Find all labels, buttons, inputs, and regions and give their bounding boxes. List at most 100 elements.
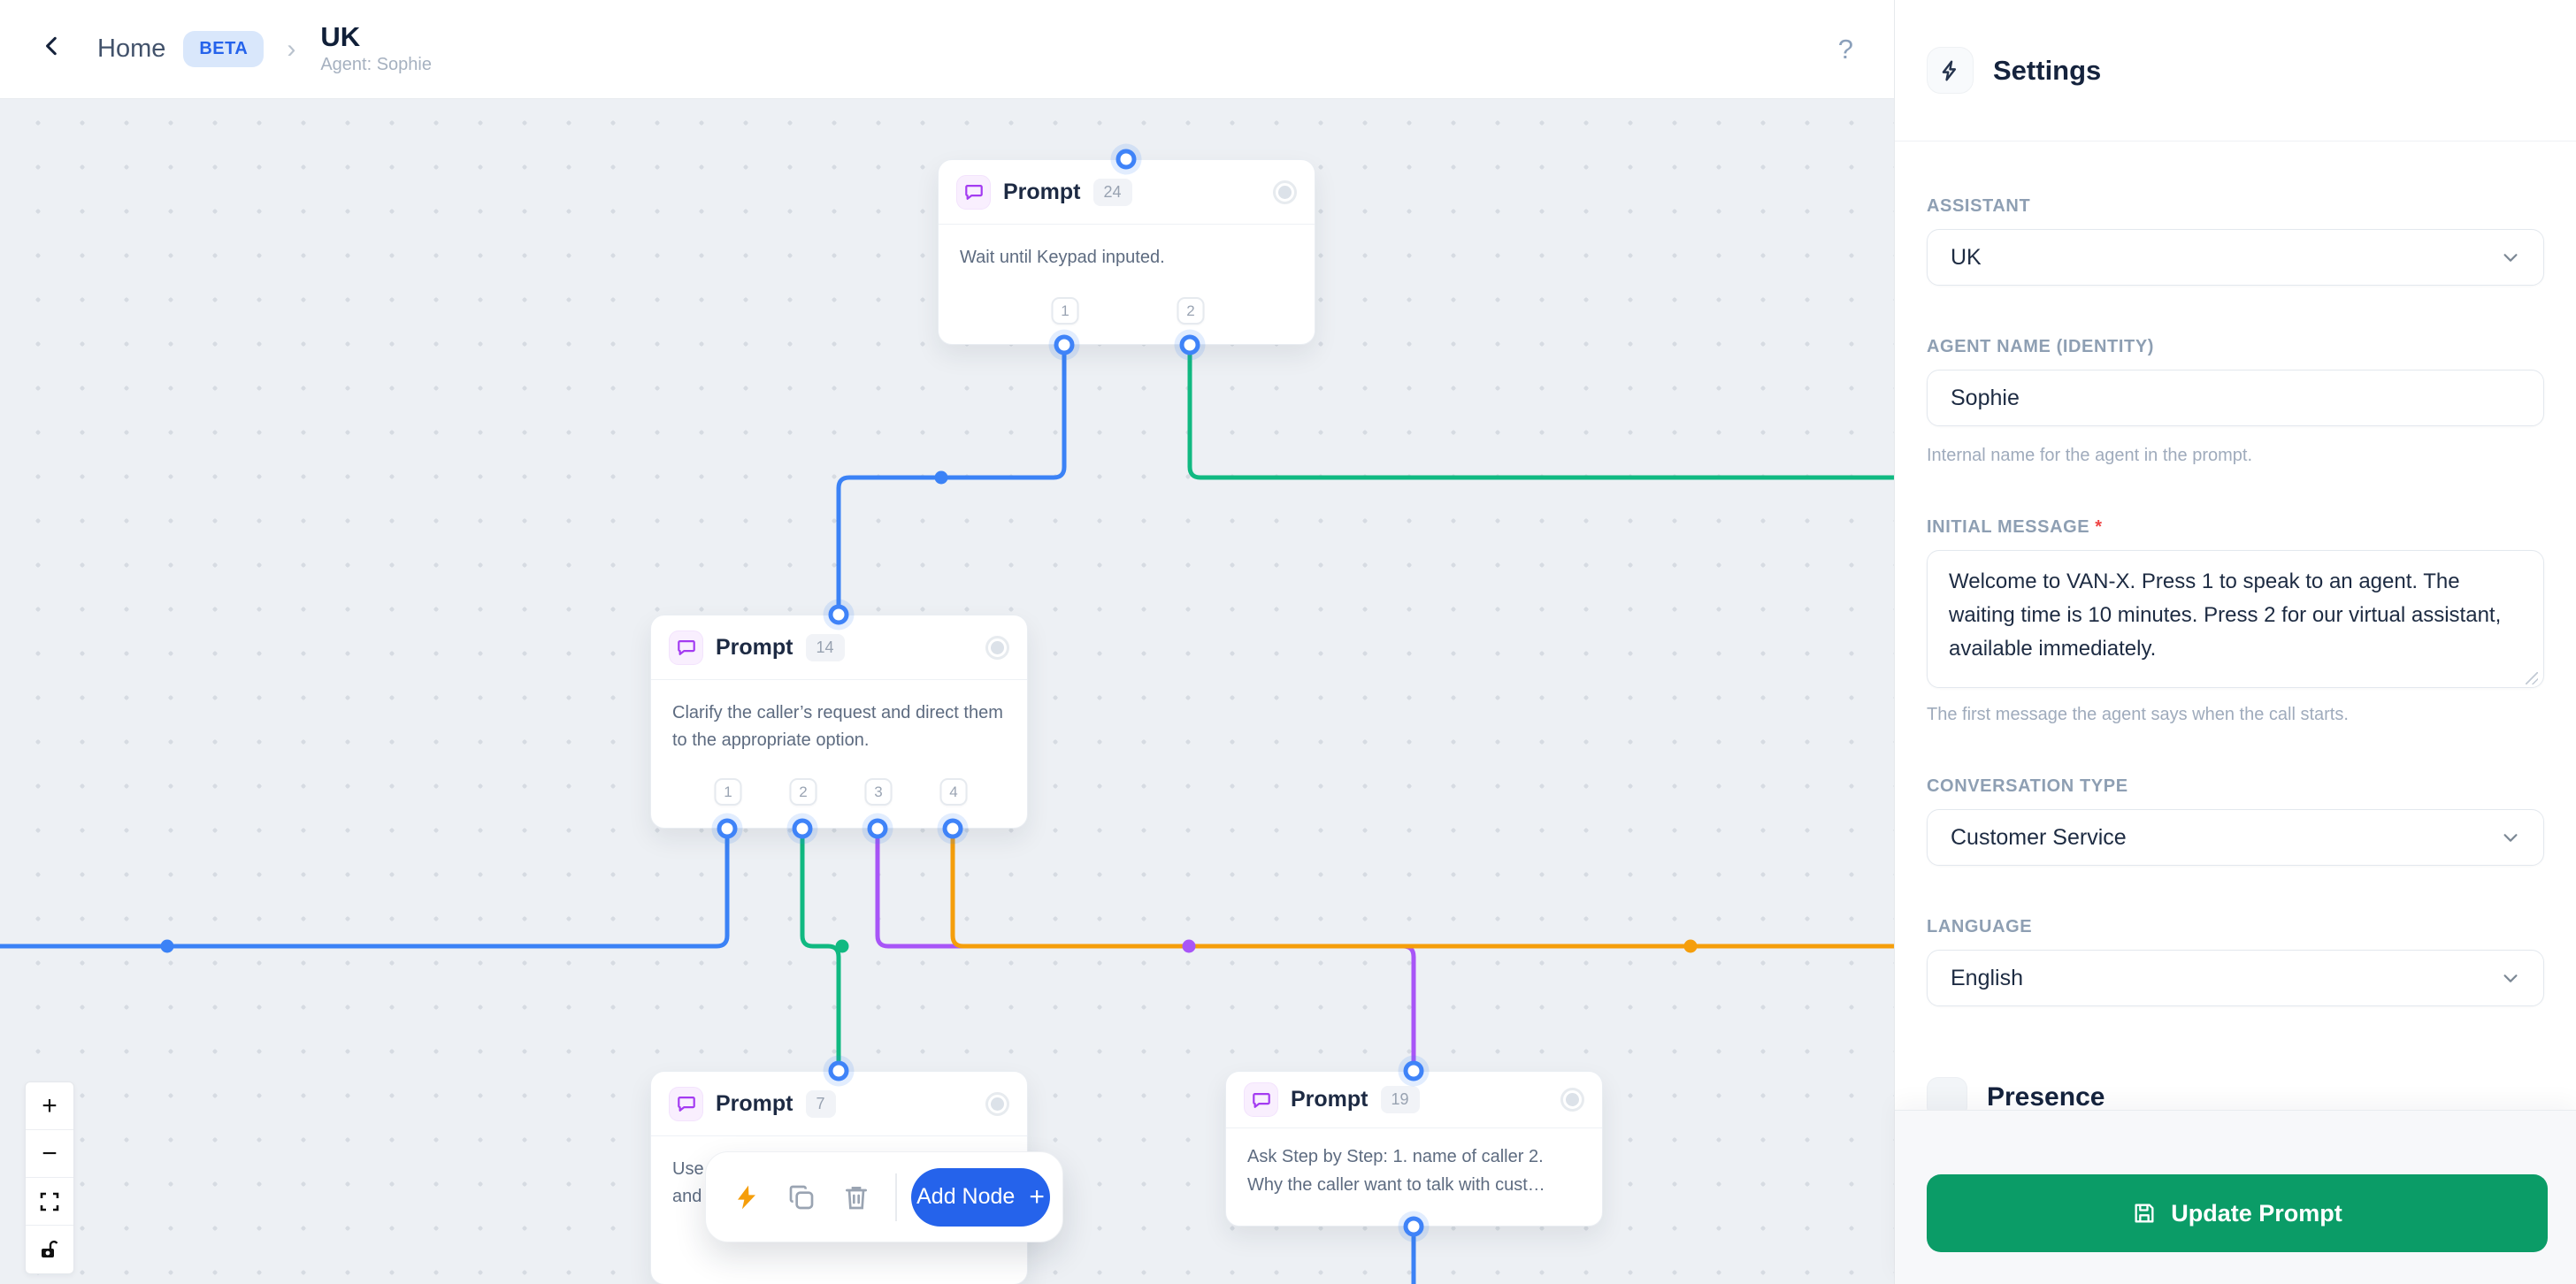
agent-name-value: Sophie xyxy=(1951,385,2020,410)
node-header: Prompt 14 xyxy=(651,615,1027,680)
zoom-out-button[interactable]: − xyxy=(26,1130,73,1178)
connection-handle[interactable] xyxy=(1116,149,1137,170)
node-title: Prompt xyxy=(716,634,794,660)
node-count-badge: 19 xyxy=(1380,1086,1420,1113)
save-icon xyxy=(2135,1204,2154,1223)
duplicate-button[interactable] xyxy=(782,1178,821,1217)
node-port-label[interactable]: 4 xyxy=(939,778,968,806)
edge-waypoint-dot[interactable] xyxy=(934,470,948,485)
node-header: Prompt 19 xyxy=(1226,1072,1602,1128)
connection-handle[interactable] xyxy=(1403,1060,1424,1081)
conversation-type-value: Customer Service xyxy=(1951,824,2127,850)
node-title: Prompt xyxy=(1003,179,1081,204)
node-body-text: Ask Step by Step: 1. name of caller 2. W… xyxy=(1247,1147,1545,1195)
connection-handle[interactable] xyxy=(1054,334,1075,355)
node-radio[interactable] xyxy=(985,1091,1009,1116)
required-asterisk: * xyxy=(2095,517,2103,537)
canvas-controls: + − xyxy=(25,1081,74,1274)
node-radio[interactable] xyxy=(1273,180,1297,204)
language-label: LANGUAGE xyxy=(1927,917,2033,936)
connection-handle[interactable] xyxy=(942,818,963,839)
assistant-field: ASSISTANT UK xyxy=(1927,196,2544,286)
toolbar-divider xyxy=(895,1173,897,1221)
flow-canvas[interactable]: Prompt 24 Wait until Keypad inputed. 1 2… xyxy=(0,0,1894,1284)
agent-name-field: AGENT NAME (IDENTITY) Sophie Internal na… xyxy=(1927,337,2544,466)
connection-handle[interactable] xyxy=(1179,334,1200,355)
page-subtitle: Agent: Sophie xyxy=(320,55,432,74)
help-icon[interactable]: ? xyxy=(1837,33,1853,65)
node-body-text: Use and xyxy=(672,1159,704,1206)
settings-bolt-icon xyxy=(1927,47,1974,94)
language-field: LANGUAGE English xyxy=(1927,917,2544,1006)
initial-message-textarea[interactable]: Welcome to VAN-X. Press 1 to speak to an… xyxy=(1927,550,2544,688)
fit-view-button[interactable] xyxy=(26,1178,73,1226)
node-count-badge: 14 xyxy=(805,633,845,661)
initial-message-field: INITIAL MESSAGE * Welcome to VAN-X. Press… xyxy=(1927,517,2544,725)
chevron-down-icon xyxy=(2503,974,2518,982)
node-port-label[interactable]: 3 xyxy=(864,778,893,806)
node-port-label[interactable]: 2 xyxy=(789,778,817,806)
prompt-bubble-icon xyxy=(956,174,991,210)
zoom-in-button[interactable]: + xyxy=(26,1082,73,1130)
language-select[interactable]: English xyxy=(1927,950,2544,1006)
prompt-bubble-icon xyxy=(1244,1082,1278,1117)
update-prompt-button[interactable]: Update Prompt xyxy=(1927,1174,2548,1252)
node-toolbar: Add Node + xyxy=(705,1151,1063,1242)
node-prompt-14[interactable]: Prompt 14 Clarify the caller’s request a… xyxy=(650,615,1028,829)
add-node-button[interactable]: Add Node + xyxy=(911,1167,1050,1227)
node-port-label[interactable]: 1 xyxy=(714,778,742,806)
breadcrumb-current: UK Agent: Sophie xyxy=(320,23,432,75)
conversation-type-label: CONVERSATION TYPE xyxy=(1927,776,2128,796)
node-body-text: Clarify the caller’s request and direct … xyxy=(672,703,1003,750)
connection-handle[interactable] xyxy=(828,604,849,625)
settings-title: Settings xyxy=(1993,54,2102,86)
back-button[interactable] xyxy=(41,33,73,66)
presence-title: Presence xyxy=(1987,1082,2105,1112)
flow-edges xyxy=(0,345,1894,1284)
breadcrumb-home[interactable]: Home xyxy=(97,34,166,63)
lock-button[interactable] xyxy=(26,1226,73,1273)
settings-header: Settings xyxy=(1895,0,2576,141)
connection-handle[interactable] xyxy=(717,818,738,839)
node-port-label[interactable]: 1 xyxy=(1051,297,1079,325)
prompt-bubble-icon xyxy=(669,1086,703,1121)
delete-button[interactable] xyxy=(837,1178,876,1217)
edge-waypoint-dot[interactable] xyxy=(835,939,849,953)
node-header: Prompt 7 xyxy=(651,1072,1027,1136)
conversation-type-select[interactable]: Customer Service xyxy=(1927,809,2544,866)
node-header: Prompt 24 xyxy=(939,160,1315,225)
agent-name-input[interactable]: Sophie xyxy=(1927,370,2544,426)
node-port-label[interactable]: 2 xyxy=(1177,297,1205,325)
settings-panel: Settings ASSISTANT UK AGENT NAME (IDENTI… xyxy=(1894,0,2576,1284)
assistant-select[interactable]: UK xyxy=(1927,229,2544,286)
chevron-down-icon xyxy=(2503,254,2518,262)
node-prompt-24[interactable]: Prompt 24 Wait until Keypad inputed. 1 2 xyxy=(938,159,1315,345)
initial-message-helper: The first message the agent says when th… xyxy=(1927,705,2349,724)
node-count-badge: 7 xyxy=(805,1089,836,1118)
chevron-down-icon xyxy=(2503,834,2518,842)
initial-message-label: INITIAL MESSAGE * xyxy=(1927,517,2103,537)
node-radio[interactable] xyxy=(985,635,1009,660)
agent-name-helper: Internal name for the agent in the promp… xyxy=(1927,446,2252,465)
language-value: English xyxy=(1951,965,2023,990)
assistant-label: ASSISTANT xyxy=(1927,196,2031,216)
conversation-type-field: CONVERSATION TYPE Customer Service xyxy=(1927,776,2544,866)
node-title: Prompt xyxy=(716,1090,794,1116)
node-body-text: Wait until Keypad inputed. xyxy=(960,248,1165,267)
connection-handle[interactable] xyxy=(867,818,888,839)
plus-icon: + xyxy=(1029,1181,1045,1211)
settings-form: ASSISTANT UK AGENT NAME (IDENTITY) Sophi… xyxy=(1895,141,2576,1118)
edge-waypoint-dot[interactable] xyxy=(1182,939,1196,953)
node-prompt-19[interactable]: Prompt 19 Ask Step by Step: 1. name of c… xyxy=(1225,1071,1603,1227)
topbar: Home BETA › UK Agent: Sophie ? xyxy=(0,0,1894,99)
connection-handle[interactable] xyxy=(792,818,813,839)
edge-waypoint-dot[interactable] xyxy=(1683,939,1698,953)
node-title: Prompt xyxy=(1291,1087,1368,1112)
agent-name-label: AGENT NAME (IDENTITY) xyxy=(1927,337,2155,356)
connection-handle[interactable] xyxy=(828,1060,849,1081)
run-bolt-button[interactable] xyxy=(727,1178,766,1217)
node-radio[interactable] xyxy=(1560,1088,1584,1112)
connection-handle[interactable] xyxy=(1403,1216,1424,1237)
edge-waypoint-dot[interactable] xyxy=(160,939,174,953)
